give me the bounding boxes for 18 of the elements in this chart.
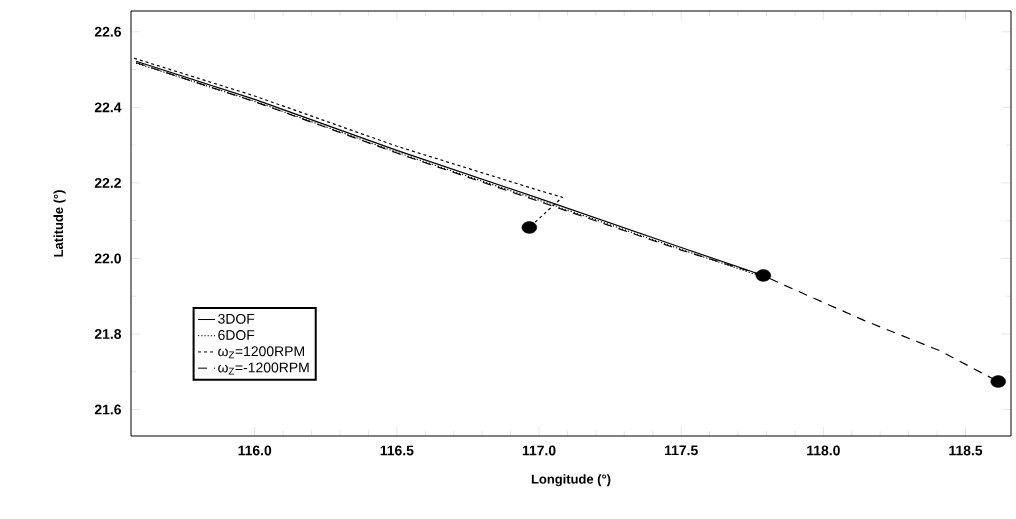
y-tick-label: 21.6 <box>94 404 121 415</box>
x-tick-label: 118.0 <box>807 445 840 456</box>
y-tick-label: 22.6 <box>94 26 121 37</box>
legend-label: 6DOF <box>218 330 255 340</box>
x-axis-title: Longitude (°) <box>531 474 611 487</box>
x-tick-label: 117.0 <box>522 445 556 456</box>
legend-label: ω$_{Z}$=-1200RPM <box>218 362 309 375</box>
y-tick-label: 22.4 <box>94 102 122 113</box>
y-tick-label: 22.0 <box>94 253 121 264</box>
x-tick-label: 116.5 <box>380 445 414 456</box>
x-tick-label: 118.5 <box>949 445 983 456</box>
legend-label: 3DOF <box>218 313 255 324</box>
legend-label: ω$_{Z}$=1200RPM <box>218 346 304 359</box>
x-tick-label: 117.5 <box>664 445 698 456</box>
y-axis-title: Latitude (°) <box>53 190 66 257</box>
y-tick-label: 22.2 <box>94 178 121 188</box>
y-tick-label: 21.8 <box>94 329 122 339</box>
x-tick-label: 116.0 <box>238 445 272 456</box>
